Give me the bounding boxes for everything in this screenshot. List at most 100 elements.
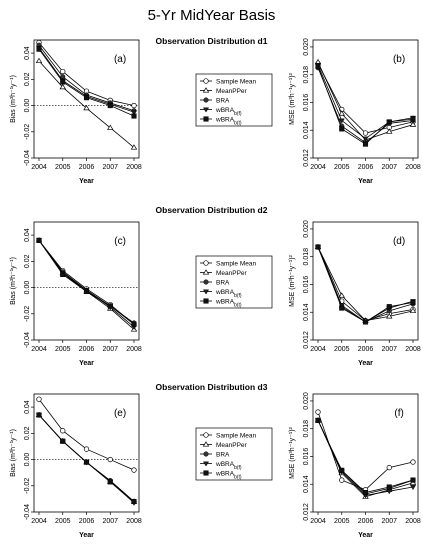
legend-label: wBRAb(f)	[215, 107, 242, 117]
panel-a: Observation Distribution d1 -0.04 -0.02 0.0…	[10, 36, 268, 185]
data-point	[60, 428, 66, 434]
data-point	[339, 126, 345, 132]
data-point	[386, 128, 393, 134]
data-point	[83, 104, 90, 111]
panel-c: Observation Distribution d2 -0.04 -0.02 0.0…	[10, 205, 268, 367]
panel-label: (e)	[114, 408, 126, 419]
series-bra	[36, 412, 137, 505]
series-sample-mean	[36, 237, 137, 327]
data-point	[130, 110, 138, 116]
series-line	[38, 240, 135, 325]
x-tick-label: 2007	[102, 164, 118, 171]
legend-marker	[203, 451, 209, 457]
y-tick-label: 0.018	[303, 66, 310, 84]
x-tick-label: 2006	[79, 164, 95, 171]
panel-d: 0.012 0.014 0.016 0.018 0.020 2004 2005 2006 200…	[289, 220, 421, 367]
data-point	[83, 288, 90, 295]
y-tick-label: 0.014	[303, 121, 310, 139]
series-wbra-b-f-	[314, 418, 417, 499]
y-tick-label: -0.02	[24, 124, 31, 140]
x-axis-label: Year	[79, 178, 94, 185]
data-point	[35, 57, 43, 64]
y-axis-label: MSE (m³h⁻¹y⁻¹)²	[289, 254, 296, 306]
series-meanpper	[314, 243, 417, 323]
x-axis-label: Year	[358, 178, 373, 185]
y-tick-label: 0.014	[303, 303, 310, 321]
y-tick-label: -0.02	[24, 478, 31, 494]
data-point	[60, 79, 66, 85]
legend-label: BRA	[216, 279, 230, 286]
y-tick-label: 0.02	[24, 254, 31, 268]
legend-marker	[203, 97, 209, 103]
x-tick-label: 2005	[334, 518, 350, 525]
legends: Sample MeanMeanPPerBRAwBRAb(f)wBRAb(t)Sa…	[195, 73, 273, 481]
data-point	[386, 464, 392, 471]
y-axis-label: Bias (m³h⁻¹y⁻¹)	[10, 75, 17, 123]
y-tick-label: 0.00	[24, 99, 31, 113]
x-tick-label: 2006	[79, 518, 95, 525]
series-sample-mean	[36, 39, 137, 109]
x-tick-label: 2008	[405, 346, 421, 353]
panel-label: (d)	[393, 236, 405, 247]
y-axis-label: MSE (m³h⁻¹y⁻¹)²	[289, 426, 296, 478]
data-point	[36, 396, 42, 402]
series-sample-mean	[315, 244, 416, 324]
data-point	[410, 299, 416, 306]
legend-label: wBRAb(f)	[215, 289, 242, 299]
x-tick-label: 2007	[102, 518, 118, 525]
data-point	[362, 141, 369, 147]
x-tick-label: 2008	[126, 518, 142, 525]
data-point	[36, 46, 42, 52]
x-tick-label: 2007	[381, 164, 397, 171]
x-tick-label: 2006	[358, 518, 374, 525]
panel-label: (f)	[394, 408, 403, 419]
series-bra	[315, 417, 416, 497]
y-tick-label: 0.020	[303, 38, 310, 56]
y-tick-label: 0.02	[24, 426, 31, 440]
series-line	[317, 246, 414, 323]
data-point	[107, 103, 113, 109]
y-tick-label: 0.018	[303, 248, 310, 266]
data-point	[362, 490, 369, 496]
data-point	[409, 485, 417, 491]
legend-label: BRA	[216, 451, 230, 458]
legend-label: MeanPPer	[216, 88, 248, 95]
series-line	[317, 62, 414, 141]
x-axis-label: Year	[358, 360, 373, 367]
legend: Sample Mean MeanPPer BRA wBRAb(f)wBRAb(t)	[195, 427, 273, 481]
x-tick-label: 2007	[381, 346, 397, 353]
data-point	[83, 459, 90, 465]
y-tick-label: 0.04	[24, 46, 31, 60]
y-tick-label: 0.016	[303, 276, 310, 294]
legend-label: wBRAb(t)	[215, 470, 242, 480]
data-point	[315, 409, 321, 415]
y-tick-label: 0.012	[303, 331, 310, 349]
legend-marker	[203, 78, 209, 84]
y-tick-label: 0.016	[303, 448, 310, 466]
legend-label: Sample Mean	[216, 78, 256, 85]
y-axis-label: Bias (m³h⁻¹y⁻¹)	[10, 257, 17, 305]
x-tick-label: 2007	[102, 346, 118, 353]
y-tick-label: 0.04	[24, 400, 31, 414]
panel-label: (c)	[114, 236, 126, 247]
data-point	[410, 116, 416, 122]
y-tick-label: 0.012	[303, 149, 310, 167]
legend-label: MeanPPer	[216, 270, 248, 277]
series-meanpper	[35, 237, 138, 332]
legend-label: wBRAb(f)	[215, 461, 242, 471]
x-tick-label: 2006	[79, 346, 95, 353]
y-tick-label: 0.020	[303, 392, 310, 410]
data-point	[60, 271, 66, 277]
legend-marker	[203, 260, 209, 266]
row-title: Observation Distribution d1	[156, 36, 268, 46]
data-point	[386, 304, 392, 310]
panel-b: 0.012 0.014 0.016 0.018 0.020 2004 2005 2006 200…	[289, 38, 421, 185]
x-tick-label: 2008	[405, 164, 421, 171]
series-wbra-b-t-	[36, 412, 137, 505]
data-point	[409, 307, 417, 313]
series-bra	[36, 237, 137, 326]
panel-f: 0.012 0.014 0.016 0.018 0.020 2004 2005 2006 200…	[289, 392, 421, 539]
series-wbra-b-t-	[315, 63, 416, 147]
y-axis-label: Bias (m³h⁻¹y⁻¹)	[10, 429, 17, 477]
x-tick-label: 2004	[310, 346, 326, 353]
